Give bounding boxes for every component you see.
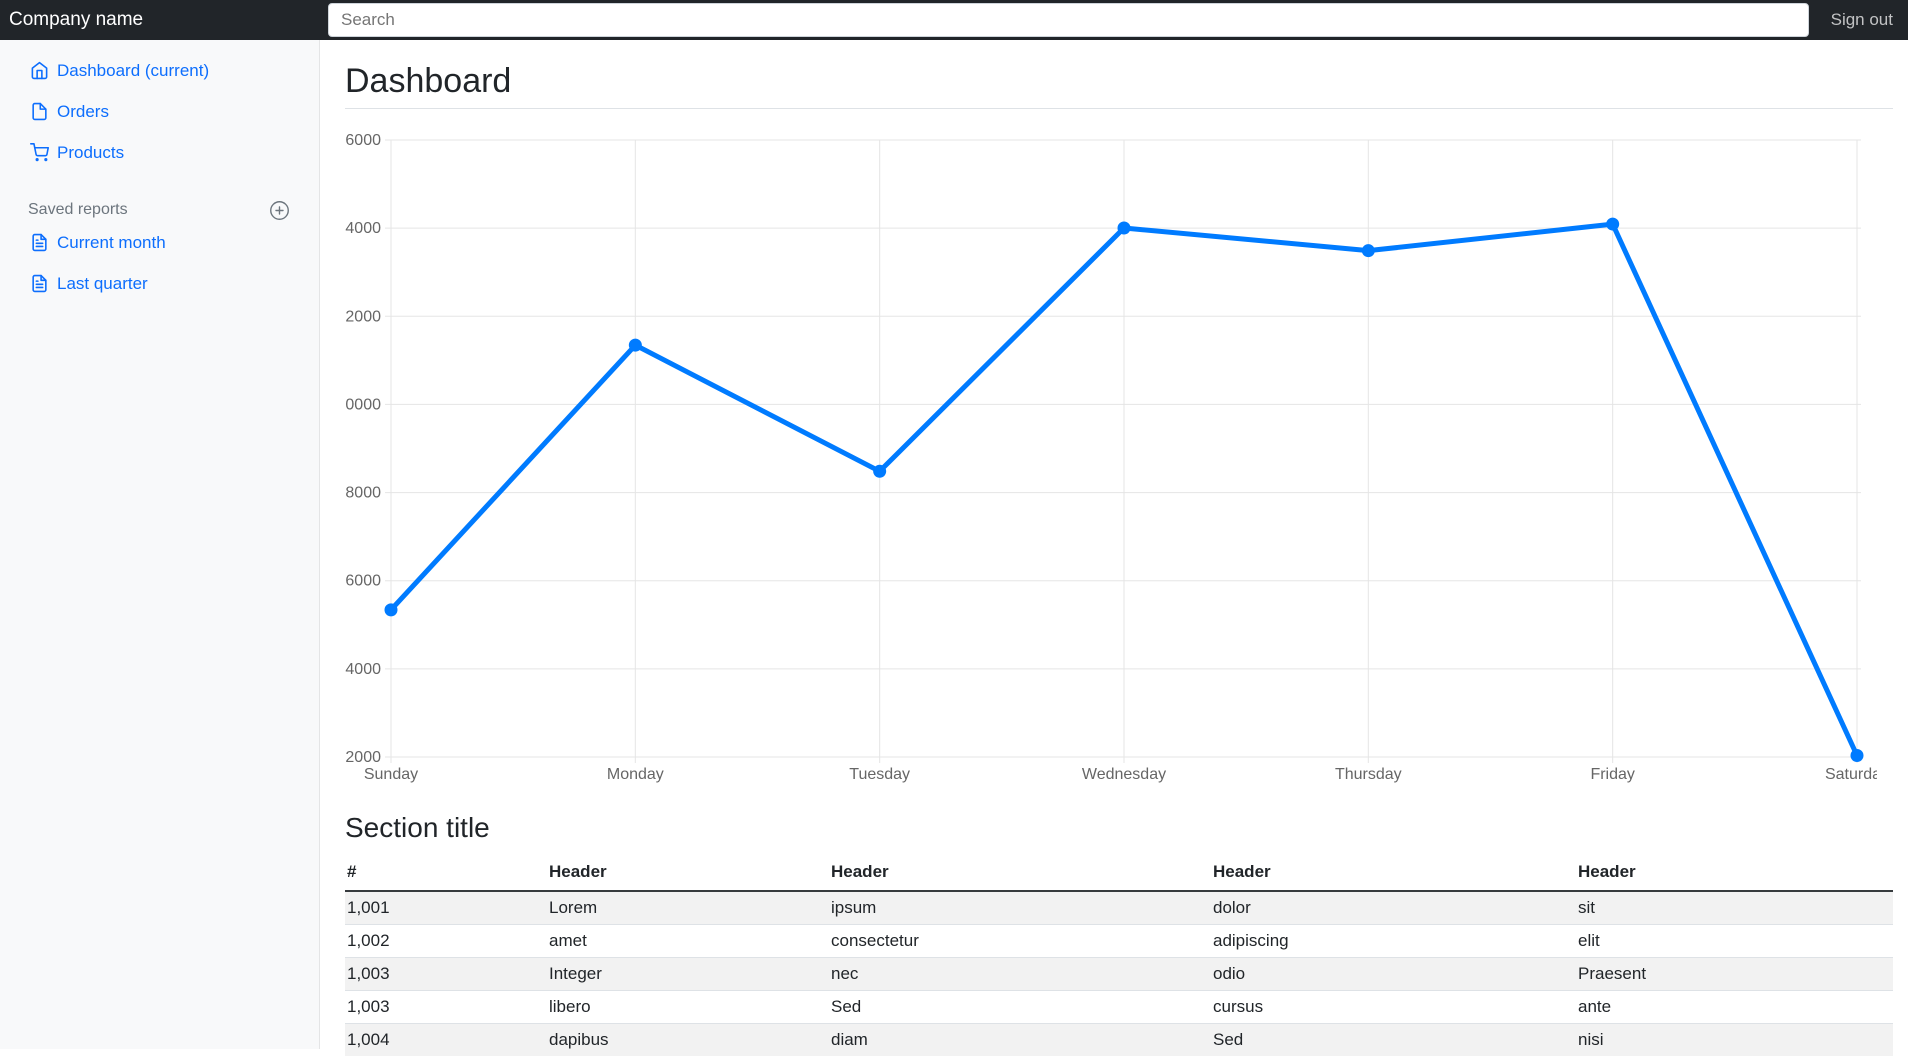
- file-text-icon: [30, 233, 49, 252]
- table-cell: 1,001: [345, 891, 547, 925]
- table-column-header: #: [345, 857, 547, 891]
- table-cell: ipsum: [829, 891, 1211, 925]
- table-cell: odio: [1211, 958, 1576, 991]
- sidebar: Dashboard (current) Orders Products Saved …: [0, 40, 320, 1049]
- x-tick-label: Monday: [607, 766, 664, 783]
- table-cell: amet: [547, 925, 829, 958]
- table-cell: 1,002: [345, 925, 547, 958]
- top-navbar: Company name Sign out: [0, 0, 1908, 40]
- saved-reports-heading: Saved reports: [0, 198, 320, 222]
- table-cell: Lorem: [547, 891, 829, 925]
- sidebar-report-last[interactable]: Last quarter: [0, 263, 320, 304]
- brand-link[interactable]: Company name: [0, 9, 328, 31]
- chart-point: [1118, 222, 1131, 235]
- x-tick-label: Sunday: [364, 766, 418, 783]
- sidebar-item-label: Orders: [57, 102, 109, 122]
- shopping-cart-icon: [30, 143, 49, 162]
- table-cell: consectetur: [829, 925, 1211, 958]
- sidebar-item-label: Dashboard (current): [57, 61, 209, 81]
- home-icon: [30, 61, 49, 80]
- table-cell: nec: [829, 958, 1211, 991]
- table-column-header: Header: [1211, 857, 1576, 891]
- y-tick-label: 24000: [345, 220, 381, 237]
- chart-point: [1851, 749, 1864, 762]
- file-icon: [30, 102, 49, 121]
- chart-point: [385, 603, 398, 616]
- table-column-header: Header: [547, 857, 829, 891]
- page-title: Dashboard: [345, 60, 1893, 109]
- table-cell: dolor: [1211, 891, 1576, 925]
- table-cell: Sed: [1211, 1024, 1576, 1056]
- sidebar-item-label: Last quarter: [57, 274, 148, 294]
- search-input[interactable]: [328, 3, 1809, 37]
- table-cell: diam: [829, 1024, 1211, 1056]
- sidebar-item-orders[interactable]: Orders: [0, 91, 320, 132]
- sidebar-item-dashboard[interactable]: Dashboard (current): [0, 50, 320, 91]
- table-cell: dapibus: [547, 1024, 829, 1056]
- y-tick-label: 14000: [345, 661, 381, 678]
- y-tick-label: 18000: [345, 485, 381, 502]
- table-cell: Integer: [547, 958, 829, 991]
- plus-circle-icon[interactable]: [269, 200, 290, 221]
- y-tick-label: 22000: [345, 308, 381, 325]
- table-cell: cursus: [1211, 991, 1576, 1024]
- sidebar-item-label: Products: [57, 143, 124, 163]
- chart-point: [873, 465, 886, 478]
- sidebar-item-label: Current month: [57, 233, 166, 253]
- table-cell: Sed: [829, 991, 1211, 1024]
- table-cell: elit: [1576, 925, 1893, 958]
- x-tick-label: Tuesday: [849, 766, 910, 783]
- sidebar-nav-list: Dashboard (current) Orders Products: [0, 50, 320, 173]
- table-cell: 1,003: [345, 958, 547, 991]
- table-cell: 1,004: [345, 1024, 547, 1056]
- sidebar-report-current[interactable]: Current month: [0, 222, 320, 263]
- x-tick-label: Friday: [1590, 766, 1634, 783]
- y-tick-label: 12000: [345, 749, 381, 766]
- table-cell: nisi: [1576, 1024, 1893, 1056]
- section-title: Section title: [345, 811, 1893, 845]
- y-tick-label: 26000: [345, 132, 381, 149]
- x-tick-label: Thursday: [1335, 766, 1402, 783]
- sidebar-reports-list: Current month Last quarter: [0, 222, 320, 304]
- table-cell: libero: [547, 991, 829, 1024]
- x-tick-label: Wednesday: [1082, 766, 1166, 783]
- table-cell: sit: [1576, 891, 1893, 925]
- table-column-header: Header: [829, 857, 1211, 891]
- chart-point: [1606, 218, 1619, 231]
- chart-point: [629, 339, 642, 352]
- table-cell: Praesent: [1576, 958, 1893, 991]
- saved-reports-label: Saved reports: [28, 201, 128, 219]
- table-cell: ante: [1576, 991, 1893, 1024]
- sign-out-link[interactable]: Sign out: [1809, 10, 1908, 30]
- sidebar-item-products[interactable]: Products: [0, 132, 320, 173]
- file-text-icon: [30, 274, 49, 293]
- y-tick-label: 16000: [345, 573, 381, 590]
- table-column-header: Header: [1576, 857, 1893, 891]
- x-tick-label: Saturday: [1825, 766, 1877, 783]
- chart-point: [1362, 244, 1375, 257]
- table-cell: adipiscing: [1211, 925, 1576, 958]
- table-cell: 1,003: [345, 991, 547, 1024]
